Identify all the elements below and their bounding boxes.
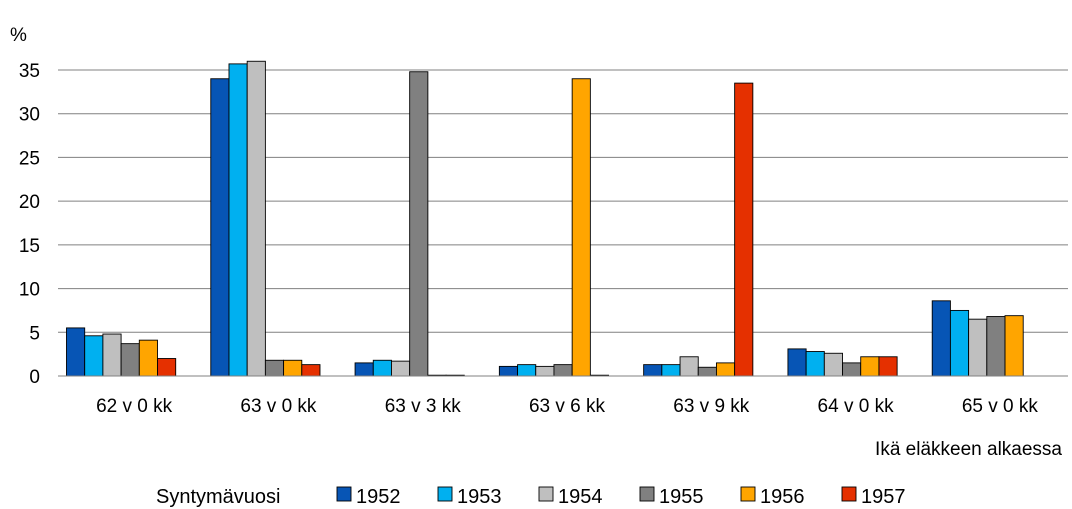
x-axis-title: Ikä eläkkeen alkaessa xyxy=(875,439,1062,460)
bar-1954-3 xyxy=(535,365,555,377)
bar-1956-6 xyxy=(1004,315,1024,377)
legend-swatch-1955 xyxy=(639,486,655,502)
bar-1954-5 xyxy=(823,352,843,377)
y-tick-label: 15 xyxy=(19,236,40,257)
bar-1955-4 xyxy=(697,366,717,377)
legend: Syntymävuosi 1952 1953 1954 1955 1956 1957 xyxy=(156,486,906,508)
legend-label-1956: 1956 xyxy=(760,486,805,508)
bar-1952-0 xyxy=(66,327,86,377)
x-tick-label: 63 v 3 kk xyxy=(385,396,462,417)
legend-label-1957: 1957 xyxy=(861,486,906,508)
bar-1953-2 xyxy=(372,359,392,377)
legend-label-1954: 1954 xyxy=(558,486,603,508)
legend-swatch-1953 xyxy=(437,486,453,502)
y-axis-tick-labels: 0 5 10 15 20 25 30 35 xyxy=(19,61,40,388)
bar-1957-1 xyxy=(301,364,321,377)
bar-1955-2 xyxy=(409,71,429,377)
legend-swatch-1957 xyxy=(841,486,857,502)
bar-1953-0 xyxy=(84,335,104,377)
bar-1953-3 xyxy=(517,364,537,377)
bar-1952-4 xyxy=(643,364,663,377)
bar-1957-4 xyxy=(734,82,754,377)
y-tick-label: 30 xyxy=(19,105,40,126)
x-tick-label: 63 v 6 kk xyxy=(529,396,606,417)
x-tick-label: 63 v 0 kk xyxy=(240,396,317,417)
bar-1953-1 xyxy=(228,63,248,377)
bar-1957-5 xyxy=(878,356,898,377)
bar-1954-0 xyxy=(102,333,122,377)
bar-1956-0 xyxy=(138,339,158,377)
x-axis-tick-labels: 62 v 0 kk 63 v 0 kk 63 v 3 kk 63 v 6 kk 63 v… xyxy=(96,396,1038,417)
y-tick-label: 35 xyxy=(19,61,40,82)
y-tick-label: 25 xyxy=(19,148,40,169)
x-tick-label: 62 v 0 kk xyxy=(96,396,173,417)
bar-1952-5 xyxy=(787,348,807,377)
bar-1954-2 xyxy=(391,360,411,377)
y-tick-label: 10 xyxy=(19,280,40,301)
bar-1952-2 xyxy=(354,362,374,377)
bar-1955-5 xyxy=(842,362,862,377)
bar-1956-3 xyxy=(571,78,591,377)
bar-1953-5 xyxy=(805,351,825,377)
legend-swatch-1954 xyxy=(538,486,554,502)
bar-1955-0 xyxy=(120,343,140,377)
bar-1955-1 xyxy=(264,359,285,377)
legend-label-1952: 1952 xyxy=(356,486,401,508)
legend-label-1953: 1953 xyxy=(457,486,502,508)
gridlines xyxy=(58,69,1068,333)
legend-swatch-1956 xyxy=(740,486,756,502)
bar-1954-6 xyxy=(968,318,988,377)
bar-1953-4 xyxy=(661,364,681,377)
bars xyxy=(66,60,1024,377)
bar-1954-1 xyxy=(246,60,266,377)
y-tick-label: 20 xyxy=(19,192,40,213)
bar-1957-0 xyxy=(157,358,177,377)
bar-1956-5 xyxy=(860,356,880,377)
bar-1952-3 xyxy=(498,365,519,377)
y-tick-label: 0 xyxy=(29,367,40,388)
bar-1955-6 xyxy=(986,316,1006,377)
x-tick-label: 65 v 0 kk xyxy=(962,396,1039,417)
bar-1956-4 xyxy=(715,362,736,377)
x-tick-label: 63 v 9 kk xyxy=(673,396,750,417)
bar-1954-4 xyxy=(679,356,699,377)
bar-1953-6 xyxy=(949,309,970,377)
y-axis-title: % xyxy=(10,25,27,46)
legend-title: Syntymävuosi xyxy=(156,486,281,508)
bar-1955-3 xyxy=(553,364,573,377)
bar-1952-1 xyxy=(210,78,230,377)
bar-1952-6 xyxy=(931,300,951,377)
y-tick-label: 5 xyxy=(29,323,40,344)
legend-swatch-1952 xyxy=(336,486,352,502)
x-tick-label: 64 v 0 kk xyxy=(818,396,895,417)
legend-label-1955: 1955 xyxy=(659,486,704,508)
bar-1956-1 xyxy=(283,359,303,377)
